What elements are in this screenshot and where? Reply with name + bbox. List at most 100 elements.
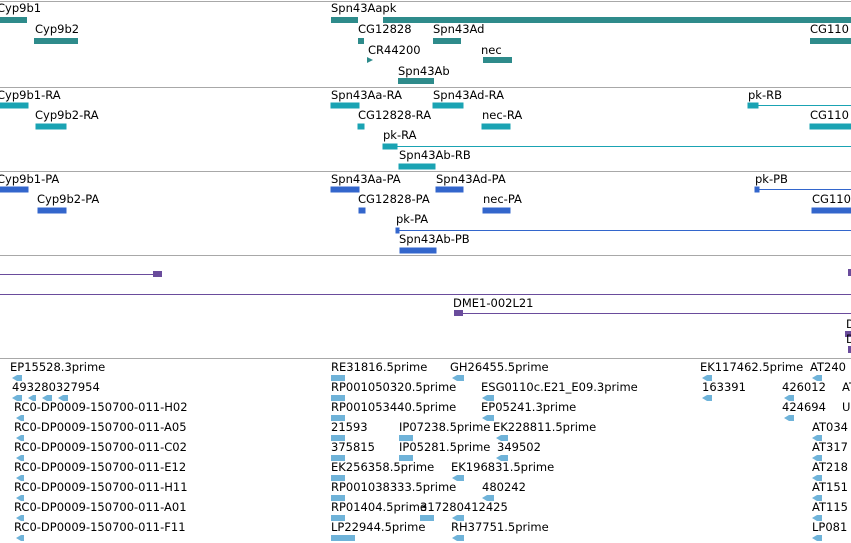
est-label[interactable]: RC0-DP0009-150700-011-H02 [14,400,188,414]
est-feature[interactable] [496,455,508,461]
est-feature[interactable] [812,475,822,481]
protein-label[interactable]: nec-PA [483,192,522,206]
mrna-label[interactable]: pk-RB [748,88,782,102]
est-label[interactable]: RH37751.5prime [451,520,549,534]
clone-feature-end[interactable] [848,346,851,353]
est-feature[interactable] [12,375,22,381]
gene-label[interactable]: CG110 [810,22,849,36]
protein-feature[interactable] [399,247,437,254]
est-label[interactable]: 21593 [331,420,368,434]
est-label[interactable]: IP07238.5prime [399,420,491,434]
gene-feature[interactable] [810,38,851,44]
protein-feature[interactable] [435,186,464,193]
mrna-feature[interactable] [809,123,851,130]
protein-feature[interactable] [811,207,851,214]
est-feature[interactable] [784,395,794,401]
clone-feature-end[interactable] [845,331,851,337]
est-feature[interactable] [16,455,24,461]
gene-feature[interactable] [383,17,851,23]
est-label[interactable]: RC0-DP0009-150700-011-C02 [14,440,187,454]
est-label[interactable]: RE31816.5prime [331,360,428,374]
protein-label[interactable]: Spn43Ad-PA [436,172,506,186]
protein-label[interactable]: CG12828-PA [358,192,430,206]
est-feature[interactable] [331,395,345,401]
est-label[interactable]: AT240 [810,360,846,374]
mrna-feature[interactable] [0,102,29,109]
mrna-feature[interactable] [382,143,398,150]
protein-feature[interactable] [754,186,760,193]
gene-label[interactable]: Spn43Ab [398,64,450,78]
est-feature[interactable] [331,535,355,541]
est-feature[interactable] [399,455,413,461]
clone-feature-end[interactable] [153,271,162,277]
mrna-label[interactable]: Cyp9b1-RA [0,88,61,102]
gene-label[interactable]: Cyp9b2 [35,22,80,36]
protein-label[interactable]: pk-PB [755,172,788,186]
gene-label[interactable]: nec [481,43,502,57]
gene-feature[interactable] [483,57,512,63]
mrna-feature[interactable] [398,163,436,170]
est-feature[interactable] [452,515,464,521]
est-feature[interactable] [482,395,494,401]
est-feature[interactable] [812,455,822,461]
est-feature[interactable] [331,495,345,501]
est-feature[interactable] [331,435,345,441]
gene-feature[interactable] [0,17,27,23]
est-feature[interactable] [496,435,508,441]
est-feature[interactable] [16,515,24,521]
gene-feature[interactable] [358,38,364,44]
est-feature[interactable] [28,395,36,401]
gene-feature[interactable] [398,78,434,84]
est-label[interactable]: 426012 [782,380,826,394]
est-label[interactable]: U [842,400,851,414]
est-feature[interactable] [812,515,822,521]
est-label[interactable]: 163391 [702,380,746,394]
est-label[interactable]: 375815 [331,440,375,454]
est-label[interactable]: RP01404.5prime [331,500,427,514]
est-feature[interactable] [331,415,345,421]
est-feature[interactable] [452,375,464,381]
protein-feature[interactable] [37,207,67,214]
est-label[interactable]: RC0-DP0009-150700-011-E12 [14,460,187,474]
est-feature[interactable] [331,475,345,481]
est-feature[interactable] [482,495,494,501]
protein-label[interactable]: Cyp9b1-PA [0,172,60,186]
est-feature[interactable] [812,495,822,501]
est-label[interactable]: AT151 [812,480,848,494]
est-label[interactable]: ESG0110c.E21_E09.3prime [481,380,638,394]
mrna-label[interactable]: nec-RA [482,108,523,122]
est-label[interactable]: AT034 [812,420,848,434]
mrna-label[interactable]: CG12828-RA [358,108,432,122]
gene-label[interactable]: CR44200 [368,43,421,57]
est-feature[interactable] [12,395,22,401]
est-label[interactable]: EK228811.5prime [493,420,597,434]
est-feature[interactable] [812,535,822,541]
est-feature[interactable] [702,395,712,401]
gene-feature[interactable] [367,57,373,63]
est-label[interactable]: 493280327954 [12,380,100,394]
est-label[interactable]: AT218 [812,460,848,474]
protein-label[interactable]: Cyp9b2-PA [37,192,100,206]
mrna-label[interactable]: Spn43Ab-RB [399,148,471,162]
est-feature[interactable] [331,515,345,521]
est-label[interactable]: GH26455.5prime [450,360,549,374]
est-label[interactable]: EK196831.5prime [451,460,555,474]
est-label[interactable]: RP001050320.5prime [331,380,457,394]
clone-feature-end[interactable] [454,310,463,316]
est-label[interactable]: LP22944.5prime [331,520,426,534]
est-feature[interactable] [452,535,464,541]
est-label[interactable]: RP001053440.5prime [331,400,457,414]
est-label[interactable]: RC0-DP0009-150700-011-A01 [14,500,187,514]
protein-feature[interactable] [330,186,360,193]
est-label[interactable]: 317280412425 [420,500,508,514]
est-feature[interactable] [331,375,345,381]
est-feature[interactable] [16,535,24,541]
est-feature[interactable] [16,475,24,481]
est-label[interactable]: 349502 [497,440,541,454]
mrna-feature[interactable] [357,123,365,130]
est-label[interactable]: EP05241.3prime [481,400,577,414]
clone-label[interactable]: D [846,332,851,346]
est-feature[interactable] [784,415,794,421]
est-label[interactable]: 480242 [482,480,526,494]
est-label[interactable]: RC0-DP0009-150700-011-F11 [14,520,186,534]
